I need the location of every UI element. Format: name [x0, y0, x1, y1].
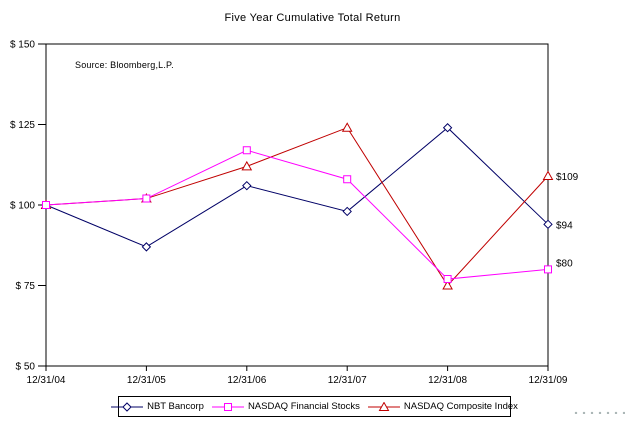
y-axis-tick-label: $ 50	[16, 362, 36, 373]
diamond-marker-icon	[342, 206, 352, 217]
series-end-value-label: $80	[556, 258, 573, 269]
triangle-marker-icon	[542, 170, 554, 181]
plot-frame	[45, 43, 549, 367]
chart-title: Five Year Cumulative Total Return	[224, 12, 401, 24]
x-axis-tick-label: 12/31/05	[127, 375, 166, 386]
triangle-marker-icon	[442, 279, 453, 290]
square-marker-icon	[343, 175, 352, 184]
y-axis-tick-label: $ 75	[16, 281, 36, 292]
legend-item-nasdaq-financial: NASDAQ Financial Stocks	[211, 401, 360, 412]
legend-item-nbt-bancorp: NBT Bancorp	[111, 401, 204, 412]
x-axis-tick-label: 12/31/09	[529, 375, 568, 386]
x-axis-tick-label: 12/31/07	[328, 375, 367, 386]
legend-label: NASDAQ Composite Index	[403, 401, 518, 412]
source-note: Source: Bloomberg,L.P.	[75, 60, 174, 70]
square-marker-icon	[142, 194, 151, 203]
legend-label: NBT Bancorp	[147, 401, 204, 412]
legend-label: NASDAQ Financial Stocks	[247, 401, 360, 412]
square-marker-icon	[544, 265, 552, 274]
y-axis-tick-label: $ 100	[10, 201, 35, 212]
x-axis-tick-label: 12/31/04	[27, 375, 66, 386]
legend: NBT Bancorp NASDAQ Financial Stocks NASD…	[111, 396, 518, 417]
series-end-value-label: $109	[556, 172, 579, 183]
y-axis-tick-label: $ 150	[10, 40, 35, 51]
triangle-marker-icon	[341, 122, 353, 132]
square-marker-icon	[242, 146, 251, 155]
series-end-value-label: $94	[556, 220, 573, 231]
square-marker-icon	[42, 201, 50, 209]
series-line-0	[45, 127, 549, 248]
series-line-1	[45, 149, 549, 280]
diamond-marker-icon	[543, 219, 553, 230]
y-axis-tick-label: $ 125	[10, 120, 35, 131]
diamond-marker-icon	[242, 180, 252, 191]
x-axis-tick-label: 12/31/08	[428, 375, 467, 386]
x-axis-tick-label: 12/31/06	[227, 375, 266, 386]
decorative-dots	[570, 408, 625, 414]
legend-marker-diamond-icon	[111, 401, 144, 412]
legend-marker-triangle-icon	[367, 401, 400, 411]
diamond-marker-icon	[141, 242, 152, 252]
legend-marker-square-icon	[211, 402, 244, 411]
square-marker-icon	[443, 275, 452, 284]
legend-item-nasdaq-composite: NASDAQ Composite Index	[367, 401, 518, 412]
triangle-marker-icon	[241, 160, 253, 171]
diamond-marker-icon	[442, 123, 453, 133]
